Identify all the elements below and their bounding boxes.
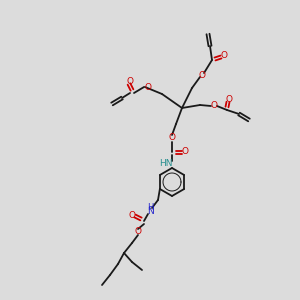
Text: O: O [226, 94, 232, 103]
Text: HN: HN [159, 160, 173, 169]
Text: O: O [145, 82, 152, 91]
Text: H: H [147, 202, 153, 211]
Text: N: N [147, 208, 153, 217]
Text: O: O [182, 148, 188, 157]
Text: O: O [128, 211, 136, 220]
Text: O: O [220, 52, 227, 61]
Text: O: O [127, 76, 134, 85]
Text: O: O [211, 101, 218, 110]
Text: O: O [199, 70, 206, 80]
Text: O: O [169, 134, 176, 142]
Text: O: O [134, 227, 142, 236]
